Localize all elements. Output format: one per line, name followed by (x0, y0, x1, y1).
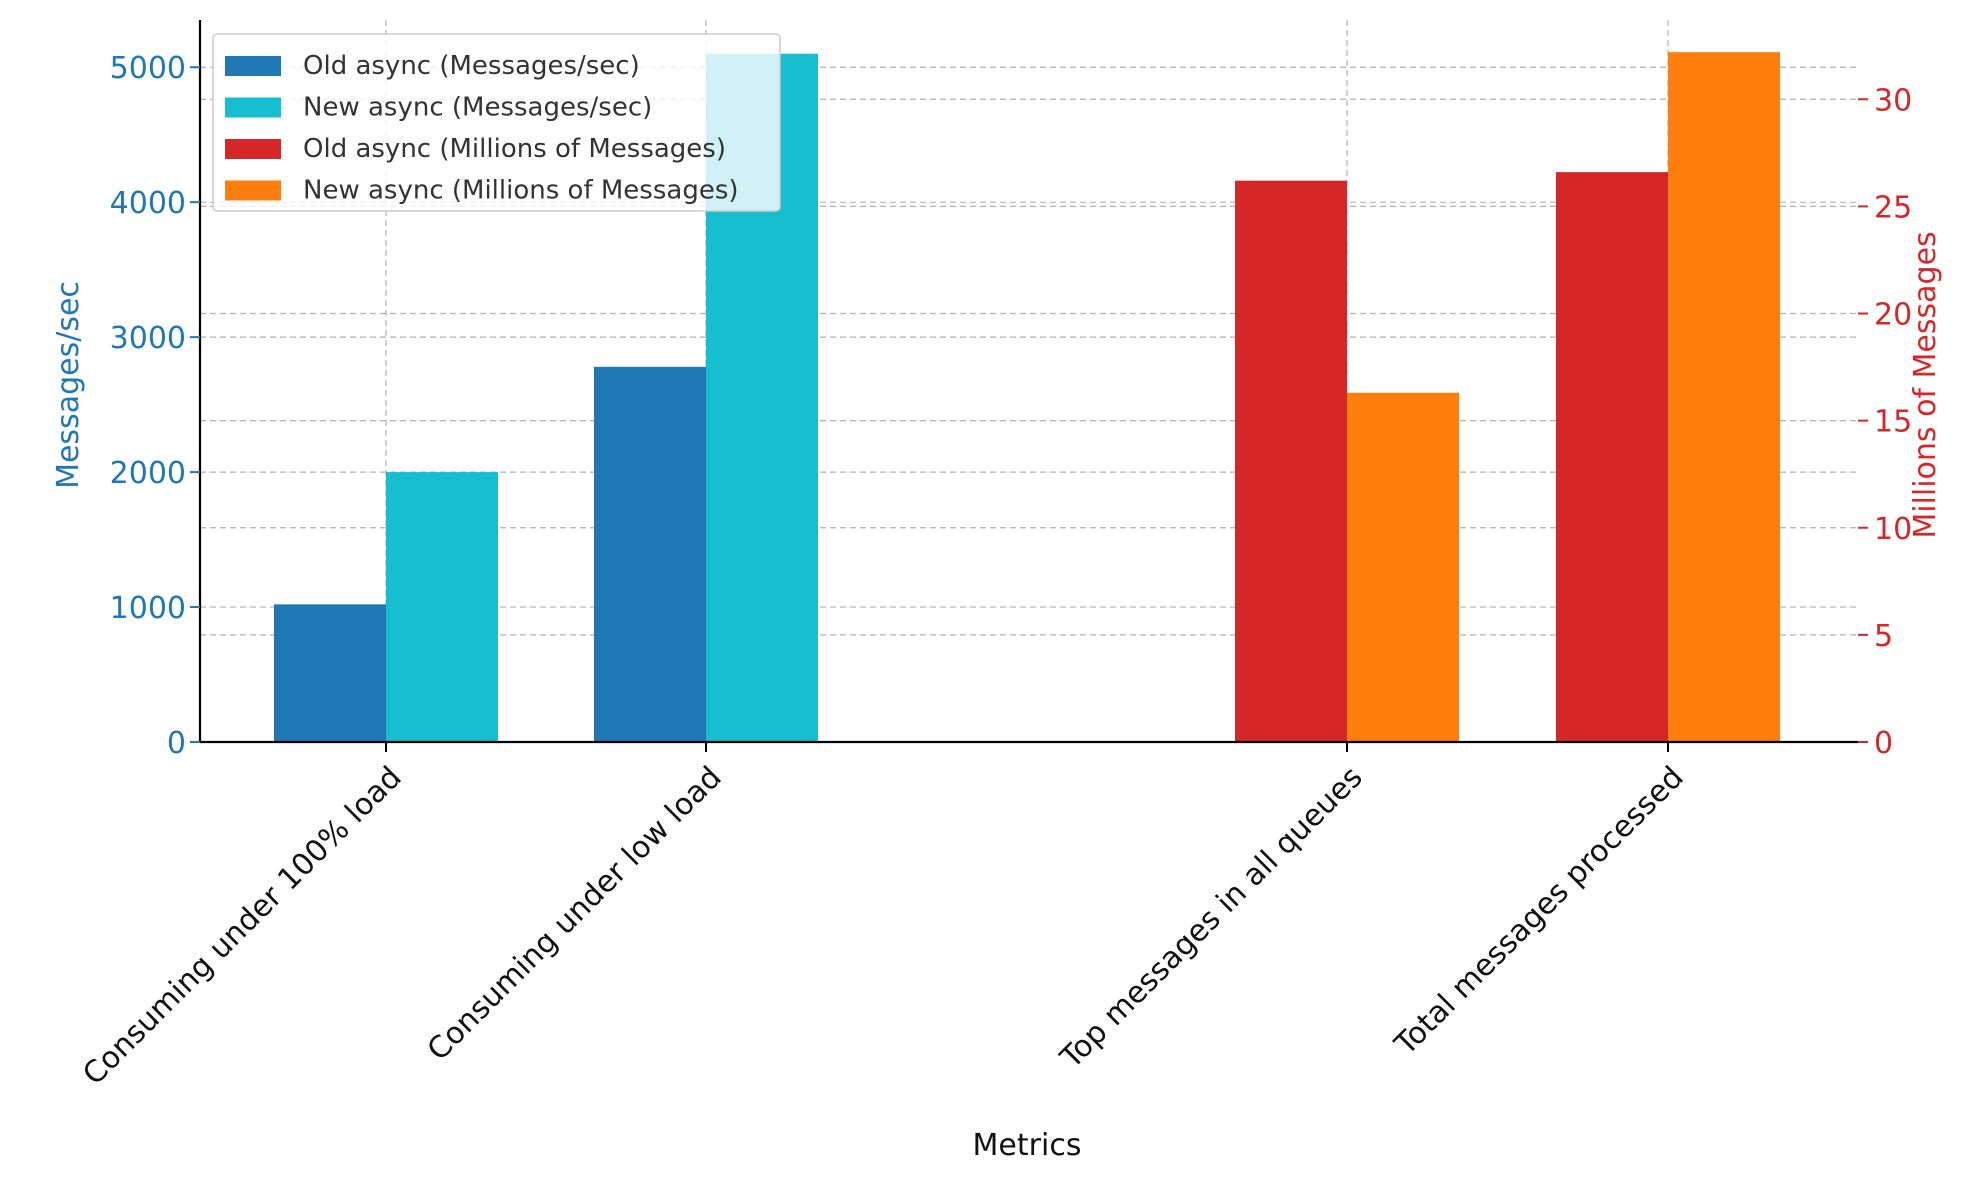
x-tick-label: Consuming under 100% load (76, 760, 408, 1092)
x-tick-label: Total messages processed (1388, 760, 1691, 1063)
legend-swatch (225, 56, 281, 76)
legend-label: Old async (Messages/sec) (303, 51, 640, 81)
bar (386, 472, 498, 742)
right-tick-label: 15 (1874, 405, 1912, 440)
bar (1556, 172, 1668, 742)
right-tick-label: 5 (1874, 619, 1893, 654)
right-tick-label: 20 (1874, 298, 1912, 333)
left-tick-label: 1000 (110, 591, 186, 626)
axes (198, 20, 1858, 744)
right-tick-label: 0 (1874, 726, 1893, 761)
right-tick-label: 25 (1874, 190, 1912, 225)
x-tick-label: Consuming under low load (421, 760, 729, 1068)
right-tick-label: 10 (1874, 512, 1912, 547)
bar (594, 366, 706, 742)
left-tick-label: 5000 (110, 51, 186, 86)
legend-box (212, 33, 781, 212)
bar (1235, 180, 1347, 742)
legend-label: New async (Messages/sec) (303, 93, 652, 123)
bar (1668, 52, 1780, 743)
left-tick-label: 4000 (110, 186, 186, 221)
x-tick-label: Top messages in all queues (1053, 760, 1369, 1076)
legend-label: New async (Millions of Messages) (303, 176, 739, 206)
bar (274, 604, 386, 742)
legend: Old async (Messages/sec) New async (Messa… (212, 33, 781, 212)
bars (274, 52, 1780, 743)
left-tick-label: 0 (167, 726, 186, 761)
bar (1347, 392, 1459, 742)
right-tick-label: 30 (1874, 83, 1912, 118)
legend-label: Old async (Millions of Messages) (303, 134, 726, 164)
left-tick-label: 2000 (110, 456, 186, 491)
legend-swatch (225, 97, 281, 118)
y-axis-right-label: Millions of Messages (1908, 231, 1943, 538)
left-axis-ticks: 0 1000 2000 3000 4000 5000 (110, 51, 200, 761)
right-axis-ticks: 0 5 10 15 20 25 30 (1858, 83, 1912, 761)
y-axis-left-label: Messages/sec (51, 281, 86, 489)
x-axis-label: Metrics (973, 1128, 1082, 1163)
legend-swatch (225, 139, 281, 159)
legend-swatch (225, 180, 281, 201)
x-axis-ticks: Consuming under 100% load Consuming under… (76, 742, 1691, 1092)
left-tick-label: 3000 (110, 321, 186, 356)
